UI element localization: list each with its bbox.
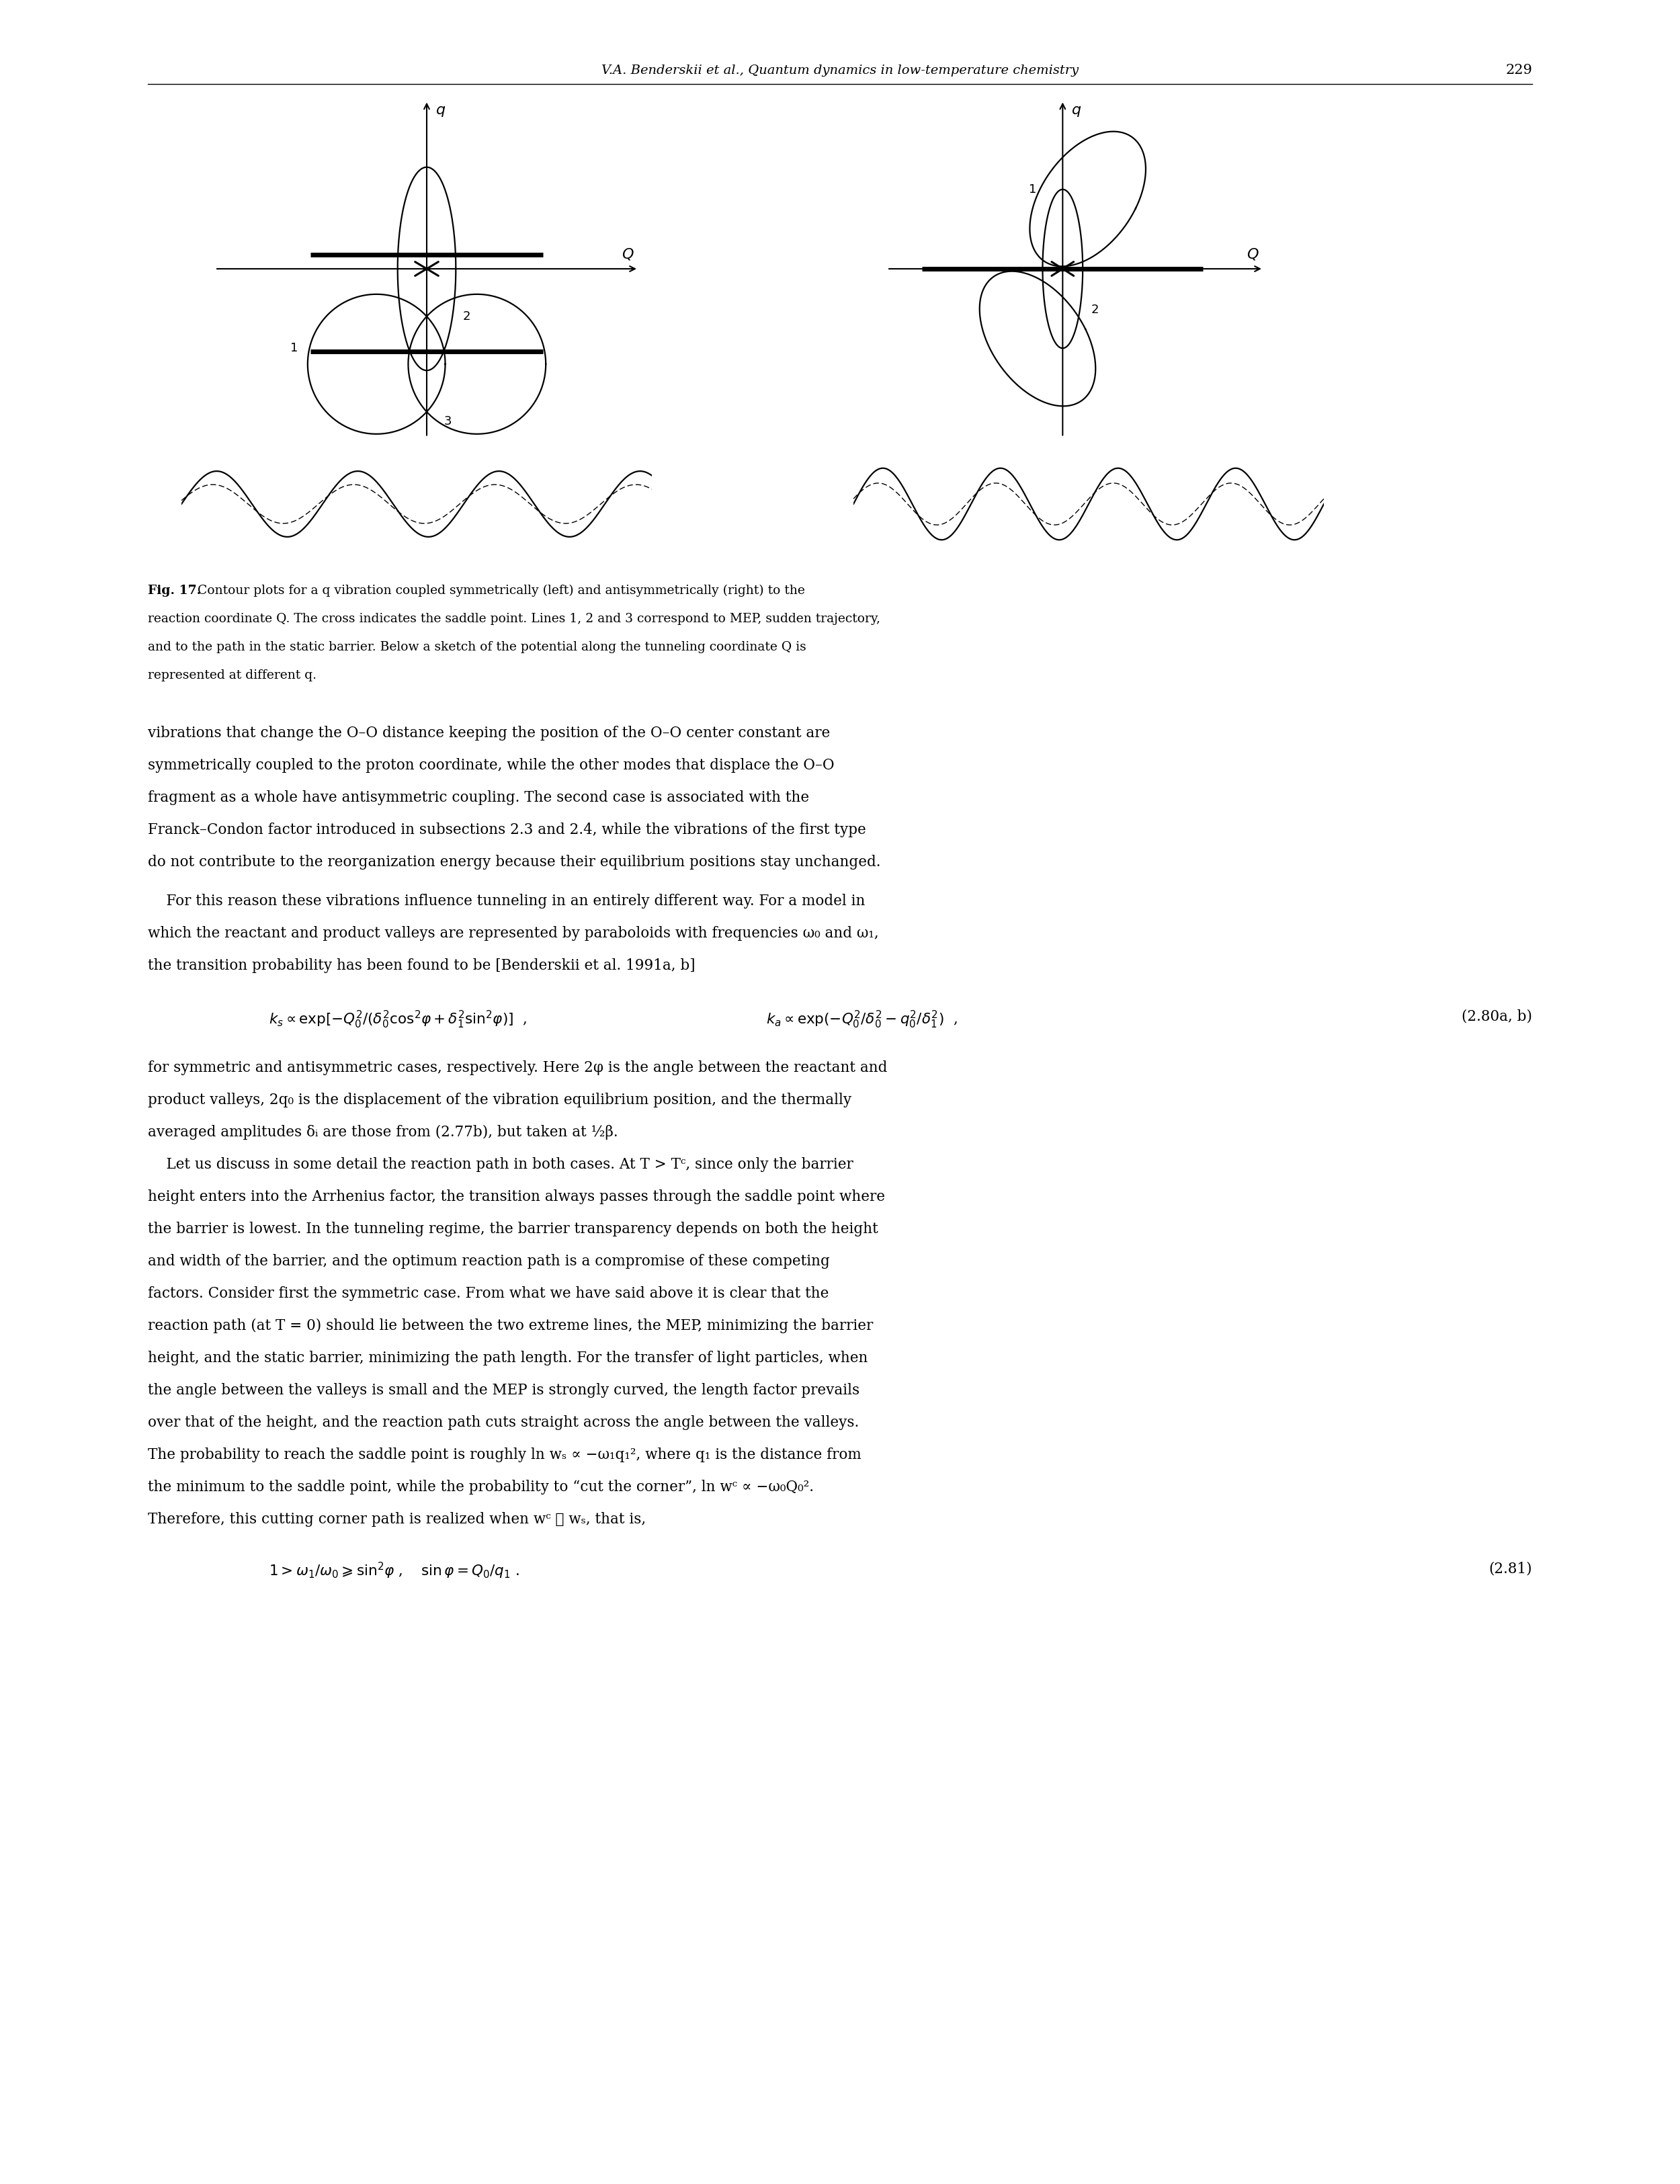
Text: 1: 1	[291, 343, 299, 354]
Text: 1: 1	[1028, 183, 1037, 194]
Text: $k_s \propto \exp[-Q_0^2/(\delta_0^2 \cos^2\!\varphi + \delta_1^2 \sin^2\!\varph: $k_s \propto \exp[-Q_0^2/(\delta_0^2 \co…	[269, 1009, 528, 1031]
Text: reaction path (at T = 0) should lie between the two extreme lines, the MEP, mini: reaction path (at T = 0) should lie betw…	[148, 1319, 874, 1332]
Text: vibrations that change the O–O distance keeping the position of the O–O center c: vibrations that change the O–O distance …	[148, 725, 830, 740]
Text: represented at different q.: represented at different q.	[148, 668, 316, 681]
Text: do not contribute to the reorganization energy because their equilibrium positio: do not contribute to the reorganization …	[148, 854, 880, 869]
Text: height, and the static barrier, minimizing the path length. For the transfer of : height, and the static barrier, minimizi…	[148, 1350, 869, 1365]
Text: averaged amplitudes δᵢ are those from (2.77b), but taken at ½β.: averaged amplitudes δᵢ are those from (2…	[148, 1125, 618, 1140]
Text: symmetrically coupled to the proton coordinate, while the other modes that displ: symmetrically coupled to the proton coor…	[148, 758, 835, 773]
Text: and width of the barrier, and the optimum reaction path is a compromise of these: and width of the barrier, and the optimu…	[148, 1254, 830, 1269]
Text: Let us discuss in some detail the reaction path in both cases. At T > Tᶜ, since : Let us discuss in some detail the reacti…	[148, 1158, 853, 1173]
Text: Therefore, this cutting corner path is realized when wᶜ ≧ wₛ, that is,: Therefore, this cutting corner path is r…	[148, 1511, 645, 1527]
Text: the minimum to the saddle point, while the probability to “cut the corner”, ln w: the minimum to the saddle point, while t…	[148, 1481, 813, 1494]
Text: 3: 3	[444, 415, 452, 428]
Text: Q: Q	[622, 247, 633, 260]
Text: for symmetric and antisymmetric cases, respectively. Here 2φ is the angle betwee: for symmetric and antisymmetric cases, r…	[148, 1061, 887, 1075]
Text: $k_a \propto \exp(-Q_0^2/\delta_0^2 - q_0^2/\delta_1^2)$  ,: $k_a \propto \exp(-Q_0^2/\delta_0^2 - q_…	[766, 1009, 958, 1031]
Text: over that of the height, and the reaction path cuts straight across the angle be: over that of the height, and the reactio…	[148, 1415, 858, 1431]
Text: product valleys, 2q₀ is the displacement of the vibration equilibrium position, : product valleys, 2q₀ is the displacement…	[148, 1092, 852, 1107]
Text: fragment as a whole have antisymmetric coupling. The second case is associated w: fragment as a whole have antisymmetric c…	[148, 791, 810, 806]
Text: factors. Consider first the symmetric case. From what we have said above it is c: factors. Consider first the symmetric ca…	[148, 1286, 828, 1302]
Text: q: q	[1072, 103, 1082, 118]
Text: 229: 229	[1505, 63, 1532, 76]
Text: Franck–Condon factor introduced in subsections 2.3 and 2.4, while the vibrations: Franck–Condon factor introduced in subse…	[148, 823, 867, 836]
Text: 2: 2	[1092, 304, 1099, 317]
Text: Contour plots for a q vibration coupled symmetrically (left) and antisymmetrical: Contour plots for a q vibration coupled …	[190, 585, 805, 596]
Text: reaction coordinate Q. The cross indicates the saddle point. Lines 1, 2 and 3 co: reaction coordinate Q. The cross indicat…	[148, 614, 880, 625]
Text: The probability to reach the saddle point is roughly ln wₛ ∝ −ω₁q₁², where q₁ is: The probability to reach the saddle poin…	[148, 1448, 862, 1463]
Text: which the reactant and product valleys are represented by paraboloids with frequ: which the reactant and product valleys a…	[148, 926, 879, 941]
Text: For this reason these vibrations influence tunneling in an entirely different wa: For this reason these vibrations influen…	[148, 893, 865, 909]
Text: Fig. 17.: Fig. 17.	[148, 585, 202, 596]
Text: $1 > \omega_1/\omega_0 \geqslant \sin^2\!\varphi$ ,    $\sin\varphi = Q_0/q_1$ .: $1 > \omega_1/\omega_0 \geqslant \sin^2\…	[269, 1562, 519, 1581]
Text: the angle between the valleys is small and the MEP is strongly curved, the lengt: the angle between the valleys is small a…	[148, 1382, 860, 1398]
Text: q: q	[437, 103, 445, 118]
Text: (2.81): (2.81)	[1488, 1562, 1532, 1577]
Text: the barrier is lowest. In the tunneling regime, the barrier transparency depends: the barrier is lowest. In the tunneling …	[148, 1221, 879, 1236]
Text: (2.80a, b): (2.80a, b)	[1462, 1009, 1532, 1024]
Text: Q: Q	[1247, 247, 1258, 260]
Text: 2: 2	[462, 310, 470, 323]
Text: the transition probability has been found to be [Benderskii et al. 1991a, b]: the transition probability has been foun…	[148, 959, 696, 974]
Text: and to the path in the static barrier. Below a sketch of the potential along the: and to the path in the static barrier. B…	[148, 642, 806, 653]
Text: V.A. Benderskii et al., Quantum dynamics in low-temperature chemistry: V.A. Benderskii et al., Quantum dynamics…	[601, 66, 1079, 76]
Text: height enters into the Arrhenius factor, the transition always passes through th: height enters into the Arrhenius factor,…	[148, 1190, 885, 1203]
